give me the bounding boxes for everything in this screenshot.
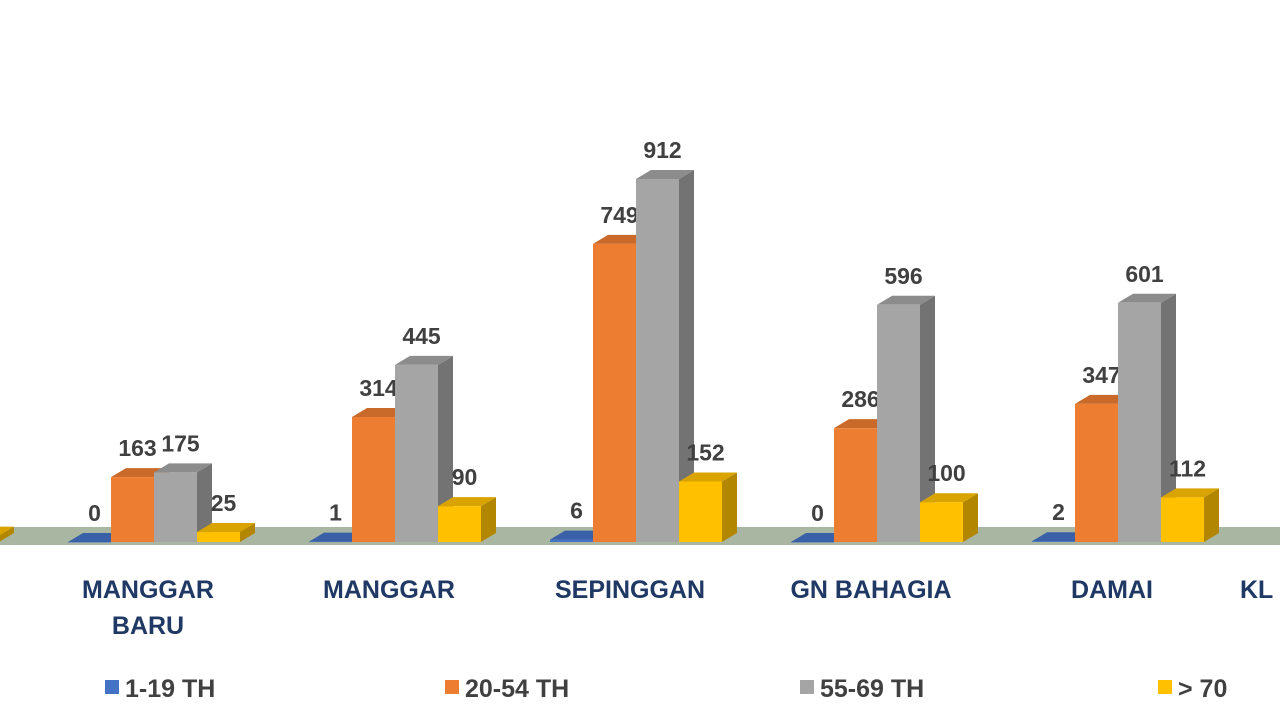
data-label: 601: [1125, 261, 1164, 287]
bar-side: [240, 523, 255, 542]
legend-swatch: [800, 680, 814, 694]
bar-side: [438, 355, 453, 542]
bar-top: [154, 463, 212, 473]
bar-side: [197, 463, 212, 542]
data-label: 314: [359, 375, 398, 401]
bar-1-19-th: [1032, 541, 1075, 542]
bar-top: [636, 170, 694, 180]
legend-swatch: [105, 680, 119, 694]
bar-55-69-th: [154, 472, 197, 542]
category-label: MANGGAR: [82, 576, 214, 604]
category-label: GN BAHAGIA: [790, 576, 951, 604]
bar--70: [197, 532, 240, 542]
bar-1-19-th: [791, 542, 834, 543]
bar-side: [1204, 488, 1219, 542]
legend-label: 20-54 TH: [465, 675, 569, 703]
data-label: 912: [643, 137, 681, 163]
bar-top: [438, 497, 496, 507]
bar-side: [963, 493, 978, 542]
bar-top: [679, 472, 737, 482]
legend-swatch: [1158, 680, 1172, 694]
bar--70: [679, 481, 722, 542]
bar-1-19-th: [550, 539, 593, 542]
data-label: 445: [402, 323, 441, 349]
data-label: 90: [452, 464, 478, 490]
bar-55-69-th: [395, 364, 438, 542]
bar-1-19-th: [68, 542, 111, 543]
bar-20-54-th: [593, 243, 636, 542]
data-label: 1: [329, 500, 342, 526]
bar-55-69-th: [877, 304, 920, 542]
bar-55-69-th: [1118, 302, 1161, 542]
bar-top: [197, 523, 255, 533]
bar--70: [1161, 497, 1204, 542]
data-label: 0: [88, 500, 101, 526]
data-label: 25: [211, 490, 237, 516]
bar-20-54-th: [1075, 403, 1118, 542]
bar-top: [877, 295, 935, 305]
data-label: 596: [884, 263, 922, 289]
bar-side: [481, 497, 496, 542]
bar-20-54-th: [834, 428, 877, 542]
bar-top: [1161, 488, 1219, 498]
data-label: 2: [1052, 499, 1065, 525]
bar-55-69-th: [636, 179, 679, 543]
bar-top: [395, 355, 453, 365]
bar-side: [1161, 293, 1176, 542]
legend-swatch: [445, 680, 459, 694]
bar-top: [920, 493, 978, 503]
bar-top: [1118, 293, 1176, 303]
bar-side: [679, 170, 694, 543]
data-label: 112: [1169, 455, 1206, 481]
bar-side: [722, 472, 737, 542]
bar-20-54-th: [352, 417, 395, 542]
bar-20-54-th: [111, 477, 154, 542]
bar-side: [0, 526, 14, 542]
bar--70: [438, 506, 481, 542]
category-label: MANGGAR: [323, 576, 455, 604]
data-label: 347: [1082, 362, 1120, 388]
data-label: 175: [161, 430, 200, 456]
bar-1-19-th: [309, 541, 352, 543]
legend-label: 55-69 TH: [820, 675, 924, 703]
data-label: 286: [841, 386, 879, 412]
category-label: BARU: [112, 612, 184, 640]
category-label: SEPINGGAN: [555, 576, 705, 604]
data-label: 100: [927, 460, 965, 486]
legend-label: > 70: [1178, 675, 1227, 703]
category-label: DAMAI: [1071, 576, 1153, 604]
data-label: 6: [570, 498, 583, 524]
data-label: 152: [686, 440, 724, 466]
category-label: KL: [1240, 576, 1273, 604]
bar-side: [920, 295, 935, 542]
legend-label: 1-19 TH: [125, 675, 215, 703]
bar--70: [920, 502, 963, 542]
data-label: 749: [600, 202, 638, 228]
bar-top: [0, 526, 14, 536]
data-label: 0: [811, 500, 824, 526]
data-label: 163: [118, 435, 156, 461]
